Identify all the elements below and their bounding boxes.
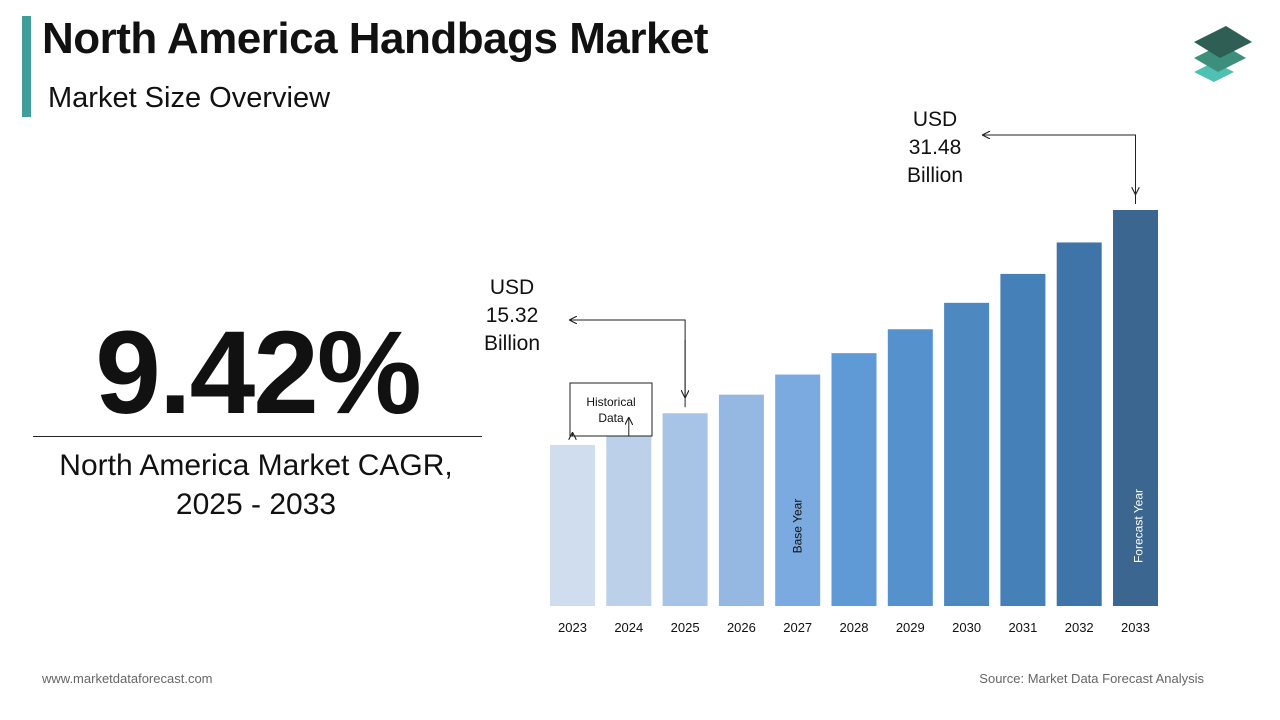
callout-2033-unit: Billion	[907, 164, 963, 187]
tick-label-2024: 2024	[614, 620, 643, 635]
bar-2026	[718, 394, 764, 606]
bar-label-2027: Base Year	[791, 499, 805, 554]
logo-layer-top	[1194, 26, 1252, 58]
callout-2025-currency: USD	[490, 276, 534, 299]
cagr-label: North America Market CAGR, 2025 - 2033	[30, 446, 482, 524]
footer-website: www.marketdataforecast.com	[42, 671, 213, 686]
bar-2027	[775, 374, 821, 606]
callout-2033-currency: USD	[913, 108, 957, 131]
bar-label-2033: Forecast Year	[1132, 489, 1146, 563]
historical-data-label-line1: Historical	[586, 395, 635, 409]
tick-label-2027: 2027	[783, 620, 812, 635]
callout-2033-connector	[983, 134, 1136, 204]
tick-label-2029: 2029	[896, 620, 925, 635]
footer-source: Source: Market Data Forecast Analysis	[979, 671, 1204, 686]
bar-2023	[550, 444, 595, 606]
tick-label-2032: 2032	[1065, 620, 1094, 635]
cagr-label-line1: North America Market CAGR,	[59, 449, 453, 482]
tick-label-2030: 2030	[952, 620, 981, 635]
title-accent-bar	[22, 16, 31, 117]
callout-2025-unit: Billion	[484, 332, 540, 355]
tick-label-2025: 2025	[671, 620, 700, 635]
cagr-value: 9.42%	[95, 307, 422, 439]
bar-2033	[1113, 210, 1158, 606]
page-title: North America Handbags Market	[42, 14, 709, 63]
historical-data-label-line2: Data	[598, 411, 624, 425]
historical-data-box	[569, 382, 653, 437]
tick-label-2028: 2028	[840, 620, 869, 635]
bar-2028	[831, 353, 877, 606]
bar-2024	[606, 429, 652, 606]
bar-2032	[1056, 242, 1102, 606]
page-subtitle: Market Size Overview	[48, 82, 331, 114]
bar-2029	[887, 329, 933, 606]
tick-label-2023: 2023	[558, 620, 587, 635]
callout-2033-value: 31.48	[909, 136, 962, 159]
callout-2025-value: 15.32	[486, 304, 539, 327]
bar-2031	[1000, 273, 1046, 606]
stacked-layers-icon	[1194, 26, 1252, 82]
bar-2030	[944, 302, 990, 606]
tick-label-2026: 2026	[727, 620, 756, 635]
cagr-label-line2: 2025 - 2033	[175, 488, 337, 521]
tick-label-2031: 2031	[1008, 620, 1037, 635]
cagr-divider	[33, 436, 482, 437]
bar-2025	[662, 413, 708, 606]
tick-label-2033: 2033	[1121, 620, 1150, 635]
